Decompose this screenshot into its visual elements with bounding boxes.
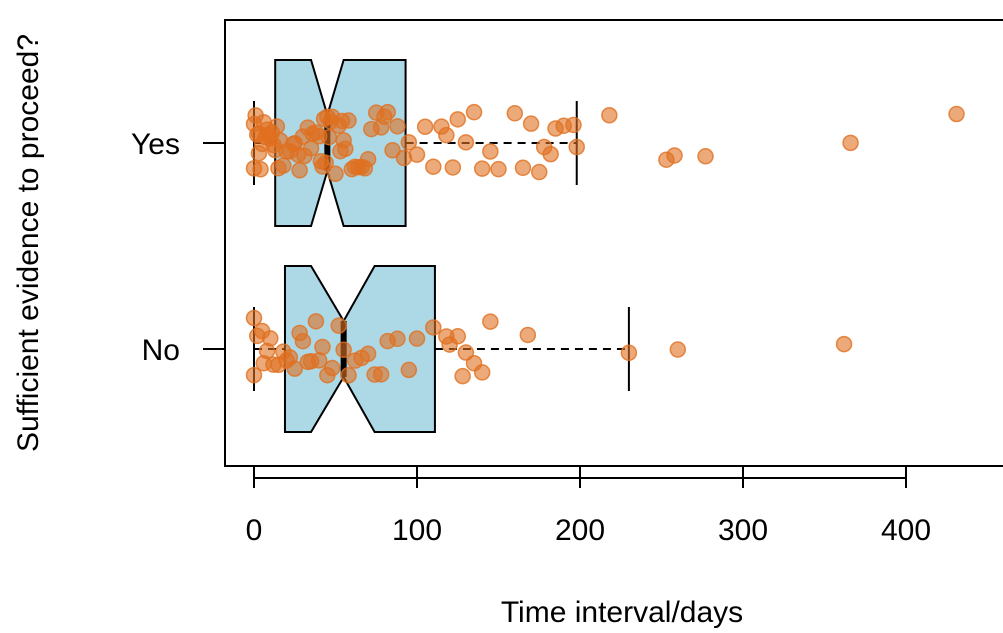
point-no-23 [335,341,352,359]
point-yes-74 [490,160,507,178]
point-yes-67 [438,126,455,144]
x-tick-label-200: 200 [555,514,605,547]
point-yes-36 [317,154,334,172]
y-tick-label-yes: Yes [131,128,180,161]
point-no-1 [245,366,263,384]
point-yes-19 [275,157,292,174]
point-yes-71 [465,103,483,121]
point-yes-78 [531,163,548,181]
point-yes-80 [542,145,559,163]
point-no-42 [482,313,499,330]
point-yes-84 [568,138,585,156]
point-yes-73 [482,143,499,160]
point-no-27 [359,345,377,363]
point-yes-6 [252,161,269,178]
x-tick-label-0: 0 [246,514,263,547]
point-yes-70 [457,134,475,151]
box-no [283,265,436,433]
point-yes-72 [473,160,491,177]
point-no-37 [449,328,466,345]
plot-frame [224,19,1003,467]
point-yes-90 [948,105,965,123]
point-yes-63 [408,146,426,163]
point-no-14 [294,332,312,350]
point-no-0 [245,309,263,327]
point-no-34 [425,319,442,336]
point-yes-75 [506,105,524,122]
point-no-19 [314,338,331,356]
point-yes-16 [268,118,286,135]
point-yes-64 [416,118,434,136]
point-no-45 [669,341,687,358]
point-no-17 [307,313,325,330]
x-tick-label-100: 100 [392,514,442,547]
point-yes-59 [384,141,401,159]
point-yes-62 [400,134,418,151]
y-axis-title: Sufficient evidence to proceed? [12,34,45,452]
point-no-29 [372,366,390,383]
point-yes-46 [337,140,354,158]
point-yes-88 [697,148,714,165]
point-no-21 [323,359,341,377]
point-no-41 [473,364,491,381]
point-yes-83 [565,116,582,134]
point-yes-87 [666,147,683,164]
point-yes-60 [389,118,406,135]
point-yes-65 [425,158,442,175]
point-yes-41 [327,165,344,183]
point-yes-58 [379,103,396,121]
point-no-33 [408,330,426,347]
x-tick-label-300: 300 [718,514,768,547]
point-no-32 [400,361,418,379]
point-no-12 [286,360,303,377]
point-yes-77 [522,115,540,132]
point-no-46 [835,335,853,353]
point-no-22 [330,317,348,334]
x-axis-title: Time interval/days [501,596,743,629]
point-yes-89 [842,134,859,152]
point-no-6 [262,330,279,347]
point-yes-53 [359,150,377,168]
y-tick-label-no: No [142,334,180,367]
point-yes-69 [449,111,466,128]
point-yes-47 [340,112,357,129]
point-no-31 [389,330,406,348]
x-tick-label-400: 400 [881,514,931,547]
point-yes-68 [444,159,462,176]
point-yes-25 [291,162,308,179]
point-no-43 [519,326,537,344]
point-no-24 [340,366,357,384]
point-no-44 [620,344,638,362]
point-no-38 [454,367,471,385]
point-yes-85 [601,106,618,124]
point-yes-76 [514,159,532,177]
